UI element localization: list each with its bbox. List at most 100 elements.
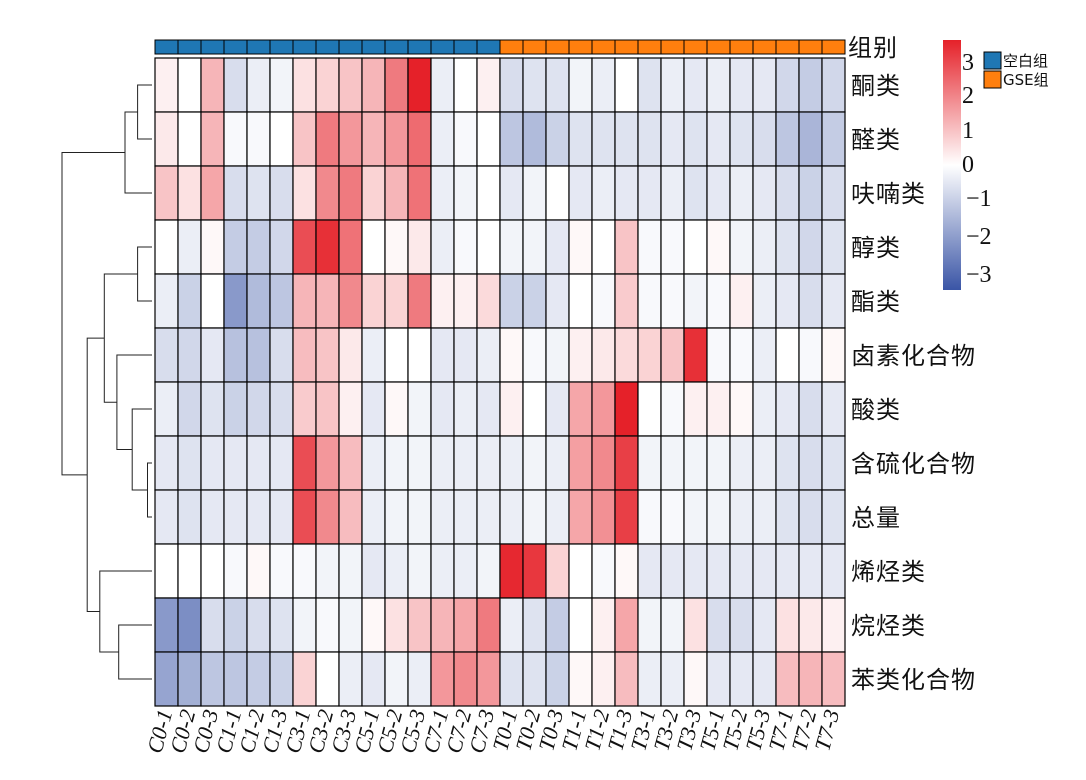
heatmap-cell [798,273,823,329]
heatmap-cell [614,111,639,167]
heatmap-cell [499,57,524,113]
heatmap-cell [591,381,616,437]
heatmap-cell [660,57,685,113]
heatmap-cell [407,57,432,113]
heatmap-cell [683,165,708,221]
group-bar-cell [292,39,317,55]
group-bar-cell [522,39,547,55]
heatmap-cell [315,651,340,707]
heatmap-cell [453,219,478,275]
heatmap-cell [706,489,731,545]
heatmap-cell [453,489,478,545]
group-bar-cell [775,39,800,55]
heatmap-cell [729,651,754,707]
heatmap-cell [154,381,179,437]
heatmap-cell [338,435,363,491]
dendrogram-branch [61,152,125,476]
heatmap-cell [706,57,731,113]
heatmap-cell [154,489,179,545]
heatmap-cell [246,597,271,653]
dendrogram-branch [137,84,152,140]
heatmap-cell [223,381,248,437]
group-title: 组别 [848,34,898,62]
heatmap-cell [637,651,662,707]
heatmap-cell [591,219,616,275]
heatmap-cell [223,489,248,545]
row-label: 烯烃类 [851,558,926,586]
heatmap-cell [683,435,708,491]
heatmap-cell [522,597,547,653]
heatmap-cell [246,489,271,545]
heatmap-cell [683,543,708,599]
heatmap-cell [453,165,478,221]
heatmap-cell [476,327,501,383]
heatmap-cell [568,111,593,167]
group-bar-cell [453,39,478,55]
group-bar-cell [683,39,708,55]
heatmap-cell [660,435,685,491]
heatmap-cell [775,597,800,653]
heatmap-cell [660,165,685,221]
heatmap-cell [545,543,570,599]
heatmap-cell [522,651,547,707]
heatmap-cell [798,57,823,113]
heatmap-cell [223,543,248,599]
heatmap-cell [476,489,501,545]
heatmap-cell [407,273,432,329]
heatmap-cell [683,489,708,545]
heatmap-cell [476,381,501,437]
heatmap-cell [729,543,754,599]
heatmap-cell [821,543,846,599]
heatmap-cell [338,489,363,545]
heatmap-cell [798,111,823,167]
heatmap-cell [338,381,363,437]
heatmap-cell [338,219,363,275]
group-bar-cell [660,39,685,55]
heatmap-cell [430,327,455,383]
heatmap-cell [568,651,593,707]
heatmap-cell [407,165,432,221]
heatmap-cell [407,327,432,383]
heatmap-cell [545,597,570,653]
heatmap-cell [706,597,731,653]
heatmap-cell [200,651,225,707]
heatmap-cell [706,543,731,599]
heatmap-cell [522,327,547,383]
heatmap-cell [430,381,455,437]
heatmap-cell [177,381,202,437]
heatmap-cell [200,273,225,329]
heatmap-cell [154,219,179,275]
heatmap-cell [177,327,202,383]
heatmap-cell [177,597,202,653]
heatmap-cell [522,543,547,599]
heatmap-cell [246,543,271,599]
heatmap-cell [384,651,409,707]
group-bar-cell [384,39,409,55]
heatmap-cell [384,57,409,113]
heatmap-cell [292,273,317,329]
heatmap-cell [568,489,593,545]
heatmap-cell [292,651,317,707]
dendrogram-branch [118,624,152,680]
heatmap-cell [798,327,823,383]
heatmap-cell [315,273,340,329]
heatmap-cell [154,327,179,383]
group-bar-cell [637,39,662,55]
heatmap-cell [200,597,225,653]
heatmap-cell [177,219,202,275]
heatmap-cell [361,435,386,491]
group-legend-swatch [983,70,1002,89]
heatmap-cell [177,435,202,491]
heatmap-cell [315,381,340,437]
heatmap-cell [499,489,524,545]
heatmap-cell [476,273,501,329]
heatmap-cell [384,273,409,329]
heatmap-cell [177,273,202,329]
heatmap-cell [568,219,593,275]
heatmap-cell [476,651,501,707]
heatmap-cell [269,597,294,653]
heatmap-cell [223,273,248,329]
heatmap-cell [453,111,478,167]
heatmap-cell [545,327,570,383]
heatmap-cell [499,111,524,167]
